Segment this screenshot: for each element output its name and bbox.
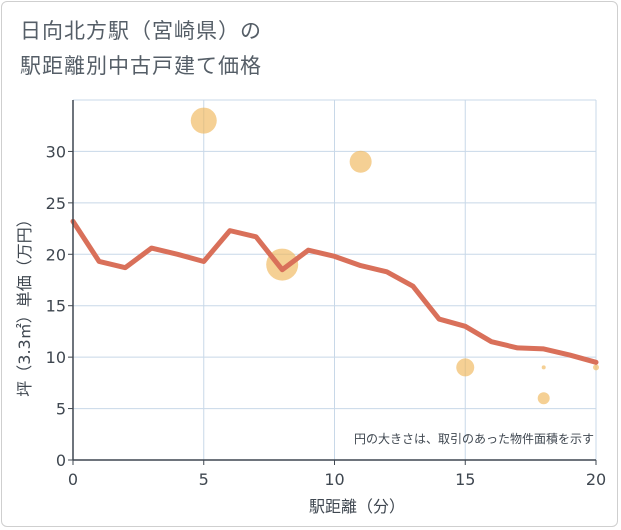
x-tick-label: 15 (455, 470, 475, 489)
bubble-point (537, 392, 550, 405)
y-tick-label: 20 (46, 245, 66, 264)
bubble-point (593, 364, 599, 371)
bubble-point (541, 365, 546, 370)
x-axis-label: 駅距離（分） (309, 497, 405, 516)
trend-series (70, 218, 599, 365)
y-tick-label: 0 (56, 451, 66, 470)
grid-lines (73, 99, 597, 460)
chart-title-line2: 駅距離別中古戸建て価格 (20, 54, 262, 78)
chart-title-line1: 日向北方駅（宮崎県）の (20, 19, 262, 43)
x-tick-label: 20 (586, 470, 606, 489)
x-tick-label: 10 (324, 470, 344, 489)
y-tick-label: 30 (46, 142, 66, 161)
chart-title: 日向北方駅（宮崎県）の 駅距離別中古戸建て価格 (20, 14, 262, 84)
bubble-point (456, 358, 475, 377)
y-axis-label: 坪（3.3㎡）単価（万円） (15, 211, 34, 396)
axes (68, 100, 597, 465)
y-tick-label: 25 (46, 194, 66, 213)
x-tick-label: 0 (68, 470, 78, 489)
bubble-point (349, 150, 372, 173)
x-tick-label: 5 (199, 470, 209, 489)
size-annotation: 円の大きさは、取引のあった物件面積を示す (354, 431, 594, 446)
y-tick-label: 10 (46, 348, 66, 367)
bubble-point (190, 107, 217, 134)
y-tick-label: 5 (56, 400, 66, 419)
bubble-series (190, 107, 599, 405)
tick-labels: 0 5 10 15 20 25 30 0 5 10 15 20 (46, 142, 607, 489)
y-tick-label: 15 (46, 297, 66, 316)
trend-line (70, 218, 599, 365)
